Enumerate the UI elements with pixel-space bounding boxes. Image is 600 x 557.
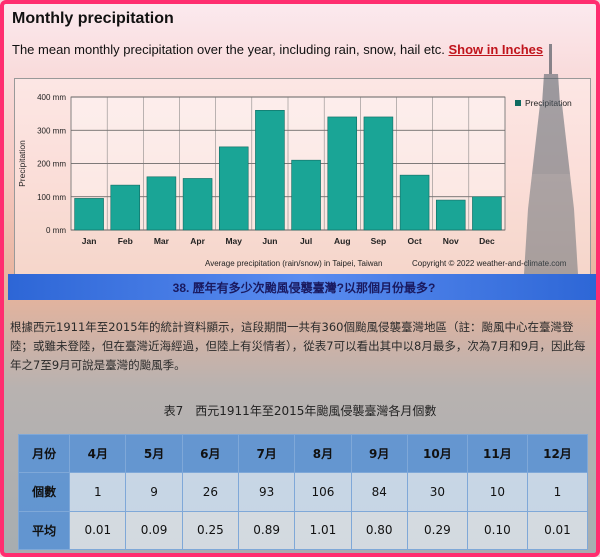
count-cell: 26 bbox=[181, 472, 240, 512]
chart-caption: Average precipitation (rain/snow) in Tai… bbox=[205, 259, 382, 268]
table-row-averages: 平均 0.01 0.09 0.25 0.89 1.01 0.80 0.29 0.… bbox=[17, 510, 589, 551]
month-cell: 11月 bbox=[466, 433, 528, 474]
bar-oct bbox=[399, 174, 430, 231]
x-tick-label: Jun bbox=[262, 236, 277, 246]
table-caption: 表7 西元1911年至2015年颱風侵襲臺灣各月個數 bbox=[163, 404, 437, 418]
table-row-counts: 個數 1 9 26 93 106 84 30 10 1 bbox=[17, 472, 589, 512]
article-banner: 38. 歷年有多少次颱風侵襲臺灣?以那個月份最多? bbox=[8, 274, 596, 300]
x-tick-label: Oct bbox=[407, 236, 421, 246]
article-question-title: 38. 歷年有多少次颱風侵襲臺灣?以那個月份最多? bbox=[172, 281, 436, 295]
month-cell: 10月 bbox=[406, 433, 468, 474]
chart-copyright: Copyright © 2022 weather-and-climate.com bbox=[412, 259, 567, 268]
average-cell: 0.80 bbox=[350, 510, 408, 551]
count-cell: 9 bbox=[125, 472, 183, 512]
bar-may bbox=[218, 146, 249, 231]
x-tick-label: Nov bbox=[443, 236, 459, 246]
precipitation-chart-panel: 0 mm 100 mm 200 mm 300 mm 400 mm Jan Feb Mar Apr… bbox=[14, 78, 591, 275]
count-cell: 1 bbox=[69, 472, 127, 512]
article-paragraph: 根據西元1911年至2015年的統計資料顯示，這段期間一共有360個颱風侵襲臺灣… bbox=[10, 320, 586, 372]
month-cell: 7月 bbox=[237, 433, 296, 474]
y-tick-label: 100 mm bbox=[37, 193, 66, 202]
bar-nov bbox=[435, 199, 466, 231]
count-cell: 84 bbox=[350, 472, 408, 512]
average-cell: 1.01 bbox=[294, 510, 352, 551]
month-cell: 6月 bbox=[181, 433, 240, 474]
y-tick-label: 0 mm bbox=[46, 226, 66, 235]
bar-aug bbox=[327, 116, 358, 231]
month-cell: 5月 bbox=[125, 433, 183, 474]
show-in-inches-link[interactable]: Show in Inches bbox=[448, 42, 544, 57]
month-cell: 9月 bbox=[350, 433, 408, 474]
bar-apr bbox=[182, 178, 213, 231]
average-cell: 0.01 bbox=[526, 510, 589, 551]
bar-jan bbox=[74, 198, 104, 231]
bar-jun bbox=[255, 109, 285, 231]
page-title: Monthly precipitation bbox=[12, 10, 174, 27]
description-text: The mean monthly precipitation over the … bbox=[12, 42, 445, 57]
legend-swatch bbox=[515, 100, 521, 106]
average-cell: 0.89 bbox=[237, 510, 296, 551]
x-tick-label: Apr bbox=[190, 236, 205, 246]
bar-sep bbox=[363, 116, 394, 231]
average-cell: 0.09 bbox=[125, 510, 183, 551]
x-tick-label: Jan bbox=[82, 236, 97, 246]
table-header-row: 月份 4月 5月 6月 7月 8月 9月 10月 11月 12月 bbox=[17, 433, 589, 474]
x-tick-label: Aug bbox=[334, 236, 351, 246]
x-tick-label: Mar bbox=[154, 236, 170, 246]
taipei-101-illustration bbox=[524, 44, 578, 274]
bar-feb bbox=[110, 184, 141, 231]
count-label-cell: 個數 bbox=[17, 472, 71, 512]
bar-jul bbox=[291, 159, 321, 231]
x-tick-label: Jul bbox=[300, 236, 312, 246]
average-label-cell: 平均 bbox=[17, 510, 71, 551]
count-cell: 30 bbox=[406, 472, 468, 512]
month-cell: 4月 bbox=[69, 433, 127, 474]
count-cell: 106 bbox=[294, 472, 352, 512]
count-cell: 1 bbox=[526, 472, 589, 512]
y-tick-label: 400 mm bbox=[37, 93, 66, 102]
x-tick-label: May bbox=[225, 236, 242, 246]
y-tick-label: 200 mm bbox=[37, 160, 66, 169]
month-cell: 8月 bbox=[294, 433, 352, 474]
bar-dec bbox=[472, 196, 502, 231]
count-cell: 93 bbox=[237, 472, 296, 512]
average-cell: 0.25 bbox=[181, 510, 240, 551]
average-cell: 0.01 bbox=[69, 510, 127, 551]
typhoon-count-table: 月份 4月 5月 6月 7月 8月 9月 10月 11月 12月 個數 1 9 … bbox=[17, 433, 589, 551]
precipitation-chart: 0 mm 100 mm 200 mm 300 mm 400 mm Jan Feb Mar Apr… bbox=[17, 93, 572, 268]
count-cell: 10 bbox=[466, 472, 528, 512]
month-cell: 12月 bbox=[526, 433, 589, 474]
header-label-cell: 月份 bbox=[17, 433, 71, 474]
average-cell: 0.10 bbox=[466, 510, 528, 551]
page-description: The mean monthly precipitation over the … bbox=[12, 42, 543, 57]
bar-mar bbox=[146, 176, 177, 231]
average-cell: 0.29 bbox=[406, 510, 468, 551]
y-tick-label: 300 mm bbox=[37, 126, 66, 135]
y-axis-label: Precipitation bbox=[17, 140, 27, 187]
x-tick-label: Sep bbox=[371, 236, 387, 246]
x-tick-label: Dec bbox=[479, 236, 495, 246]
x-tick-label: Feb bbox=[118, 236, 133, 246]
